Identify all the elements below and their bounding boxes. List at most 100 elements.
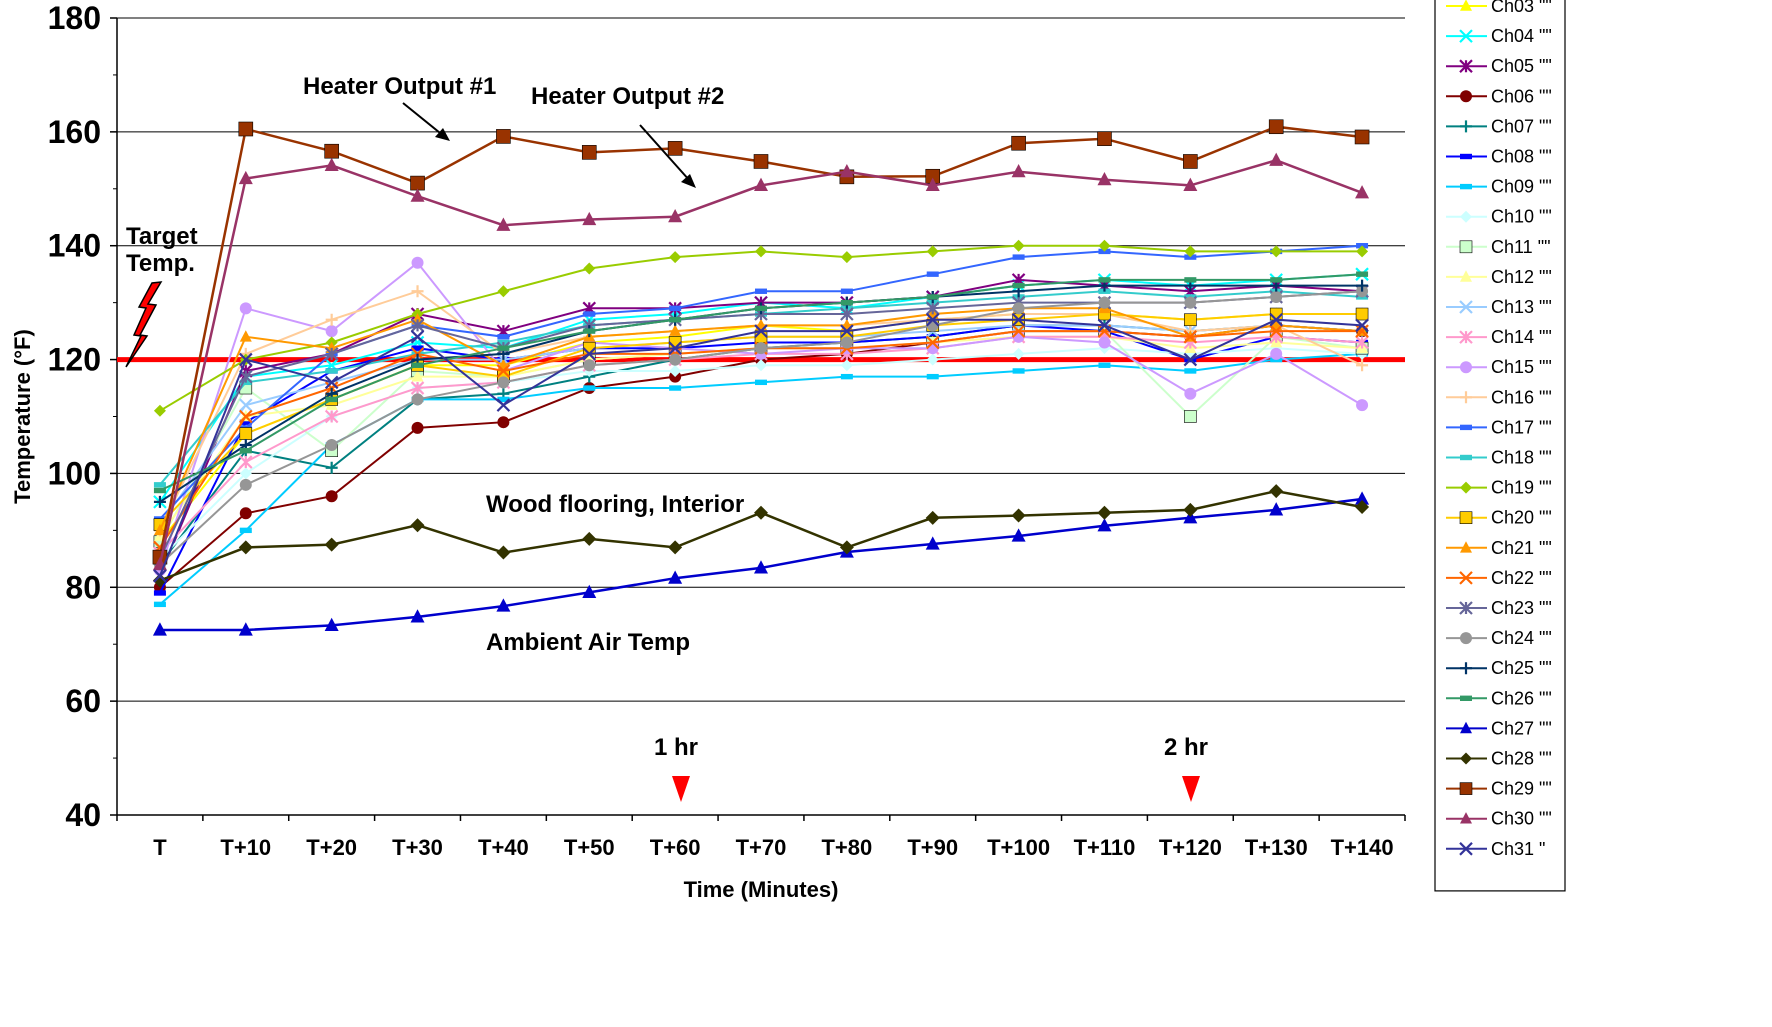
- legend-swatch-marker: [1460, 721, 1472, 734]
- legend-swatch-marker: [1459, 601, 1473, 615]
- x-tick-label: T+70: [736, 835, 787, 860]
- x-tick-label: T+10: [220, 835, 271, 860]
- data-point: [496, 129, 511, 144]
- data-point: [496, 598, 511, 612]
- data-point: [1011, 164, 1026, 178]
- data-point: [238, 540, 253, 555]
- data-point: [1268, 119, 1284, 135]
- data-point: [1183, 502, 1198, 517]
- legend-label: Ch23 "": [1491, 598, 1552, 618]
- data-point: [1011, 508, 1026, 523]
- annotation-arrow-1: [402, 102, 446, 138]
- data-point: [1355, 491, 1370, 505]
- data-point: [1012, 239, 1025, 252]
- legend-swatch-marker: [1460, 361, 1472, 374]
- data-point: [1355, 318, 1369, 333]
- data-point: [496, 217, 511, 231]
- data-point: [325, 313, 338, 326]
- data-point: [496, 398, 511, 412]
- legend-label: Ch14 "": [1491, 327, 1552, 347]
- data-point: [582, 584, 597, 599]
- legend-item: Ch29 "": [1446, 779, 1552, 799]
- data-point: [325, 438, 338, 451]
- data-point: [1012, 368, 1025, 374]
- data-point: [411, 421, 424, 434]
- data-point: [669, 324, 682, 336]
- data-point: [583, 311, 596, 317]
- data-point: [839, 540, 854, 555]
- data-point: [1355, 335, 1369, 350]
- data-point: [1270, 290, 1283, 303]
- legend-swatch-marker: [1459, 59, 1473, 73]
- legend-swatch-marker: [1459, 240, 1473, 254]
- legend-swatch-marker: [1459, 300, 1473, 314]
- y-tick-label: 140: [48, 228, 101, 264]
- data-point: [411, 285, 424, 298]
- data-point: [324, 157, 339, 172]
- data-point: [1097, 518, 1112, 532]
- data-point: [754, 177, 768, 191]
- x-tick-label: T+110: [1074, 835, 1136, 860]
- data-point: [926, 353, 939, 366]
- data-point: [754, 505, 768, 520]
- data-point: [324, 537, 339, 552]
- data-point: [1011, 135, 1026, 151]
- legend-label: Ch22 "": [1491, 568, 1552, 588]
- legend-label: Ch27 "": [1491, 718, 1552, 738]
- y-tick-label: 40: [65, 797, 101, 833]
- y-tick-label: 60: [65, 683, 101, 719]
- data-point: [497, 334, 510, 340]
- y-tick-label: 80: [65, 569, 101, 605]
- data-point: [1356, 245, 1369, 258]
- data-point: [1355, 500, 1370, 515]
- data-point: [1184, 245, 1197, 258]
- data-point: [324, 375, 339, 390]
- data-point: [1097, 505, 1112, 520]
- data-point: [840, 299, 853, 306]
- legend-label: Ch31 ": [1491, 839, 1545, 859]
- data-point: [1183, 330, 1198, 344]
- data-point: [239, 455, 253, 469]
- data-point: [410, 175, 425, 191]
- x-tick-label: T+50: [564, 835, 615, 860]
- annotation-arrowhead-2: [681, 174, 696, 188]
- data-point: [669, 364, 682, 377]
- x-tick-label: T+100: [987, 835, 1050, 860]
- legend-label: Ch19 "": [1491, 478, 1552, 498]
- legend-label: Ch06 "": [1491, 86, 1552, 106]
- legend-swatch-marker: [1460, 752, 1472, 765]
- annotation-ambient-air: Ambient Air Temp: [486, 629, 690, 656]
- data-point: [324, 347, 339, 361]
- legend-item: Ch24 "": [1446, 628, 1552, 648]
- data-point: [1355, 324, 1369, 338]
- data-point: [669, 385, 682, 391]
- legend-item: Ch27 "": [1446, 718, 1552, 738]
- legend-label: Ch21 "": [1491, 538, 1552, 558]
- data-point: [1269, 312, 1283, 327]
- legend-label: Ch07 "": [1491, 116, 1552, 136]
- legend-swatch-marker: [1459, 842, 1473, 856]
- data-point: [1184, 296, 1197, 309]
- legend-label: Ch04 "": [1491, 26, 1552, 46]
- lightning-icon: [125, 281, 163, 368]
- time-marker-2hr-triangle: [1182, 776, 1200, 802]
- legend: Ch03 "" Ch04 "" Ch05 "" Ch06 "" Ch07 "" Ch08 …: [1434, 0, 1566, 892]
- data-point: [1012, 302, 1025, 315]
- data-point: [1098, 296, 1111, 309]
- legend-label: Ch08 "": [1491, 147, 1552, 167]
- data-point: [239, 527, 252, 534]
- data-point: [754, 560, 768, 574]
- data-point: [755, 379, 767, 386]
- data-point: [753, 154, 769, 169]
- data-point: [239, 507, 252, 520]
- legend-label: Ch10 "": [1491, 207, 1552, 227]
- data-point: [239, 419, 252, 425]
- data-point: [152, 622, 167, 636]
- legend-swatch-marker: [1460, 662, 1472, 675]
- data-point: [1183, 352, 1198, 367]
- data-point: [840, 324, 854, 338]
- legend-item: Ch25 "": [1446, 658, 1552, 678]
- data-point: [668, 208, 683, 223]
- data-point: [325, 368, 338, 374]
